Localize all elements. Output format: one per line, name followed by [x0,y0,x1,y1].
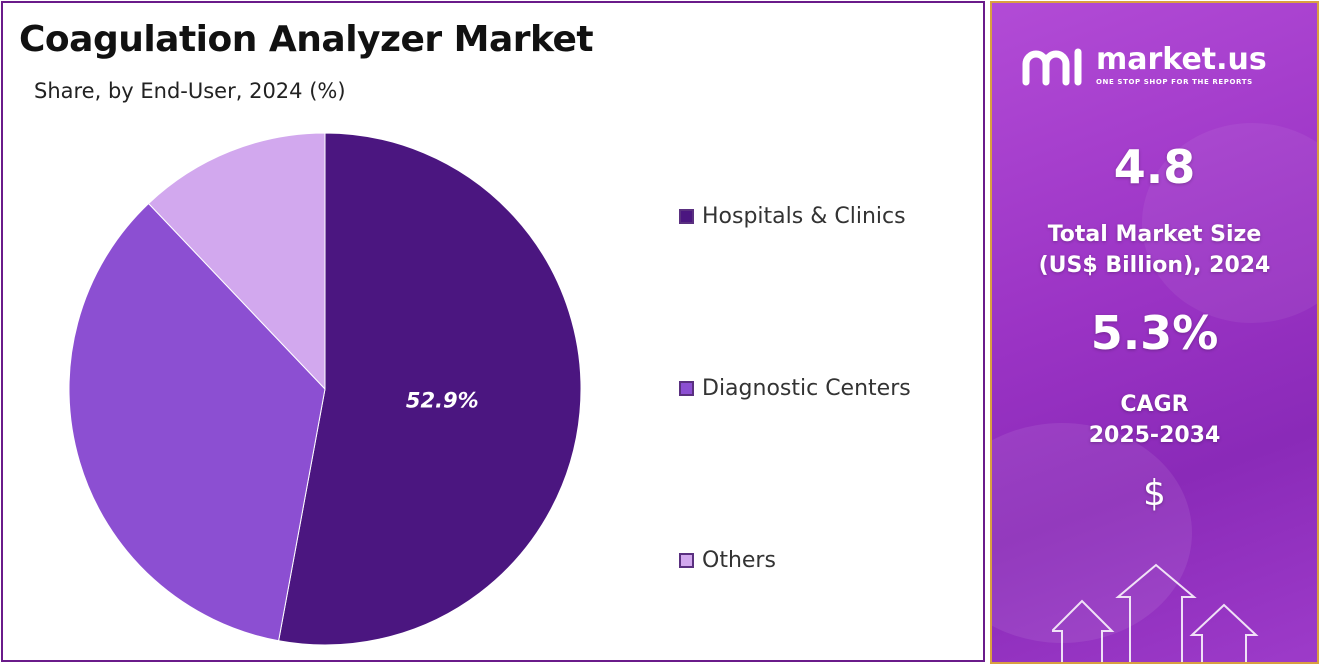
legend-label: Hospitals & Clinics [702,204,906,229]
brand-tagline: ONE STOP SHOP FOR THE REPORTS [1096,78,1253,86]
legend-label: Others [702,548,776,573]
market-size-label-line1: Total Market Size [1047,222,1262,247]
summary-sidebar: market.us ONE STOP SHOP FOR THE REPORTS … [990,1,1319,664]
chart-title: Coagulation Analyzer Market [19,19,594,60]
chart-subtitle: Share, by End-User, 2024 (%) [34,79,346,103]
brand-name: market.us [1096,42,1267,77]
pie-chart: 52.9% [68,132,582,646]
market-size-value: 4.8 [1113,140,1196,194]
background-decoration [1142,123,1317,323]
legend-swatch [679,381,694,396]
pie-slice-hospitals-clinics [278,132,582,646]
legend-item: Hospitals & Clinics [679,204,906,229]
pie-slice-diagnostic-centers [68,202,326,642]
growth-arrows-icon [1052,563,1259,662]
pie-slice-others [147,132,326,391]
data-label: 52.9% [406,389,479,413]
legend-swatch [679,553,694,568]
cagr-value: 5.3% [1090,306,1219,360]
legend-item: Others [679,548,776,573]
cagr-label-line2: 2025-2034 [1088,423,1221,448]
market-size-label-line2: (US$ Billion), 2024 [1038,253,1271,278]
brand-logo: market.us ONE STOP SHOP FOR THE REPORTS [1022,45,1267,86]
chart-panel: Coagulation Analyzer Market Share, by En… [1,1,985,662]
cagr-label-line1: CAGR [1120,392,1189,417]
legend-item: Diagnostic Centers [679,376,911,401]
legend-swatch [679,209,694,224]
dollar-icon: $ [1143,473,1166,514]
background-decoration [992,423,1192,643]
legend-label: Diagnostic Centers [702,376,911,401]
market-us-logo-icon [1022,48,1082,85]
